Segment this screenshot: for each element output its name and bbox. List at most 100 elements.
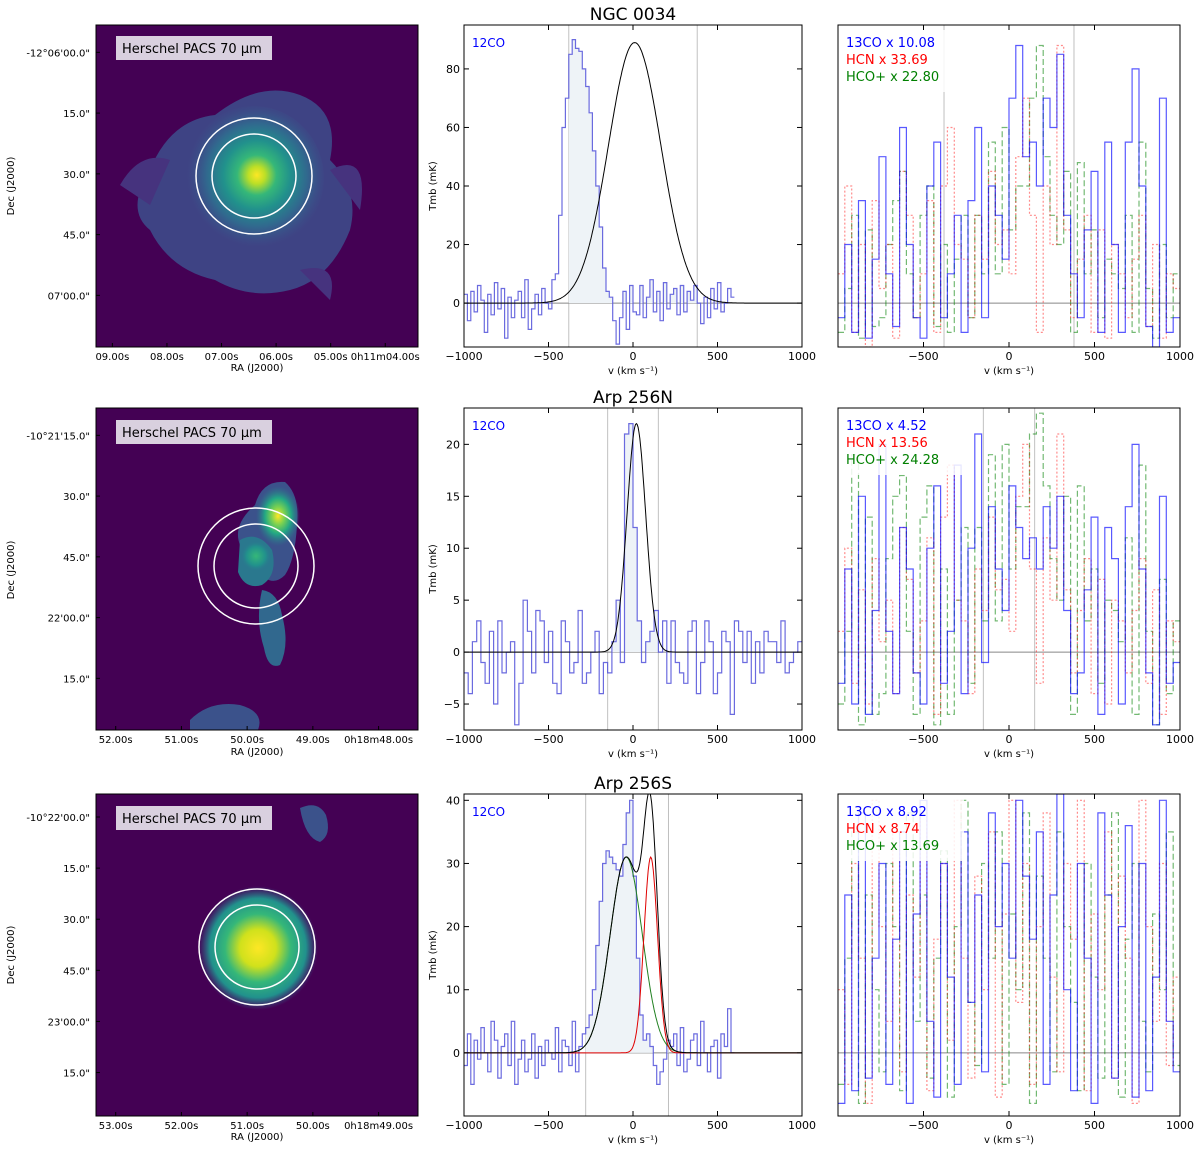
ra-tick-label: 50.00s (230, 735, 264, 746)
legend-entry: HCN x 33.69 (846, 53, 928, 68)
instrument-label-box (116, 806, 272, 830)
row-ngc0034: Herschel PACS 70 μm 09.00s 08.00s 07.00s 06… (6, 5, 1194, 377)
row-arp256s: Herschel PACS 70 μm 53.00s 52.00s 51.00s 50… (6, 774, 1194, 1146)
x-tick-label: −500 (533, 350, 563, 363)
dec-axis-label: Dec (J2000) (6, 926, 17, 985)
spectrum-hcop (838, 799, 1180, 1104)
ra-axis-label: RA (J2000) (231, 1132, 284, 1143)
ra-tick-label: 08.00s (150, 352, 184, 363)
x-tick-label: 500 (707, 733, 728, 746)
ra-tick-label: 05.00s (314, 352, 348, 363)
dec-tick-labels: -10°21'15.0" 30.0" 45.0" 22'00.0" 15.0" (26, 431, 100, 685)
y-tick-label: 20 (446, 239, 460, 252)
plot-area (838, 794, 1180, 1104)
emission-core (184, 106, 324, 250)
x-axis-label: v (km s⁻¹) (608, 749, 658, 760)
beam-circle-outer (195, 117, 313, 235)
y-tick-label: 5 (453, 594, 460, 607)
beam-circle-inner (214, 904, 300, 990)
spectrum-12co (464, 799, 735, 1085)
ra-tick-label: 09.00s (95, 352, 129, 363)
y-tick-label: 10 (446, 984, 460, 997)
x-tick-label: 1000 (1166, 733, 1194, 746)
x-tick-label: −500 (908, 1119, 938, 1132)
instrument-label: Herschel PACS 70 μm (122, 42, 262, 57)
co12-spectrum-panel: −1000 −500 0 500 1000 v (km s⁻¹) 0 10 20 30 40 Tmb … (428, 774, 816, 1146)
ra-axis-label: RA (J2000) (231, 747, 284, 758)
ra-tick-label: 07.00s (205, 352, 239, 363)
other-lines-spectrum-panel: −500 0 500 1000 v (km s⁻¹) 13CO x 8.92 HCN x 8… (837, 793, 1194, 1146)
map-panel-arp256n: Herschel PACS 70 μm 52.00s 51.00s 50.00s 49… (6, 407, 419, 758)
integrated-area (568, 39, 698, 304)
dec-tick-label: -10°21'15.0" (26, 431, 90, 442)
x-tick-label: 500 (1084, 733, 1105, 746)
map-frame (95, 407, 419, 731)
instrument-label: Herschel PACS 70 μm (122, 426, 262, 441)
line-label-12co: 12CO (472, 419, 505, 433)
spectrum-12co (464, 39, 735, 345)
legend-entry: HCO+ x 24.28 (846, 453, 939, 468)
dec-tick-label: 30.0" (63, 915, 90, 926)
beam-circle-inner (211, 133, 297, 219)
spectrum-hcn (838, 799, 1180, 1104)
ra-tick-label: 52.00s (165, 1121, 199, 1132)
ra-tick-labels: 52.00s 51.00s 50.00s 49.00s 0h18m48.00s (99, 726, 413, 746)
spectrum-13co (838, 433, 1180, 726)
dec-tick-label: 15.0" (63, 109, 90, 120)
y-tick-label: 20 (446, 921, 460, 934)
y-tick-label: 40 (446, 180, 460, 193)
x-tick-label: 0 (1006, 1119, 1013, 1132)
x-tick-label: 0 (630, 350, 637, 363)
co12-spectrum-panel: −1000 −500 0 500 1000 v (km s⁻¹) 0 20 40 60 80 Tmb … (428, 5, 816, 377)
x-tick-label: 1000 (788, 350, 816, 363)
x-tick-label: −1000 (445, 1119, 482, 1132)
x-tick-label: 1000 (788, 733, 816, 746)
ra-tick-label: 0h18m49.00s (344, 1121, 413, 1132)
legend-entry: 13CO x 4.52 (846, 419, 927, 434)
panel-title: Arp 256N (593, 388, 673, 408)
plot-area (464, 794, 802, 1116)
spectrum-hcop (838, 412, 1180, 726)
dec-tick-label: 15.0" (63, 1069, 90, 1080)
plot-area (464, 25, 802, 347)
x-tick-label: 1000 (788, 1119, 816, 1132)
legend-entry: HCN x 8.74 (846, 822, 919, 837)
spectrum-13co (838, 794, 1180, 1104)
x-tick-label: −500 (908, 350, 938, 363)
x-tick-label: 1000 (1166, 350, 1194, 363)
dec-tick-label: 22'00.0" (48, 614, 90, 625)
dec-tick-label: 30.0" (63, 170, 90, 181)
emission-peak (256, 486, 300, 546)
spectrum-hcop (838, 44, 1180, 339)
plot-area (838, 25, 1180, 347)
ra-tick-label: 52.00s (99, 735, 133, 746)
x-tick-label: 500 (1084, 1119, 1105, 1132)
co12-spectrum-panel: −1000 −500 0 500 1000 v (km s⁻¹) −5 0 5 10 15 20 Tmb… (428, 388, 816, 760)
instrument-label-box (116, 36, 272, 60)
y-tick-label: 10 (446, 542, 460, 555)
x-tick-label: −1000 (445, 733, 482, 746)
legend-entry: 13CO x 10.08 (846, 36, 935, 51)
y-axis-label: Tmb (mK) (428, 544, 439, 595)
other-lines-spectrum-panel: −500 0 500 1000 v (km s⁻¹) 13CO x 10.08 HCN x … (837, 24, 1194, 377)
ra-tick-label: 53.00s (99, 1121, 133, 1132)
y-tick-label: 20 (446, 438, 460, 451)
y-tick-label: 40 (446, 794, 460, 807)
integrated-area (585, 800, 669, 1053)
y-tick-label: 0 (453, 646, 460, 659)
x-tick-label: −1000 (445, 350, 482, 363)
legend-box (842, 30, 964, 92)
ra-tick-label: 51.00s (165, 735, 199, 746)
panel-title: Arp 256S (594, 774, 672, 794)
x-tick-label: 500 (707, 350, 728, 363)
instrument-label: Herschel PACS 70 μm (122, 812, 262, 827)
ra-tick-label: 49.00s (296, 735, 330, 746)
dec-tick-label: 07'00.0" (48, 291, 90, 302)
dec-tick-label: 30.0" (63, 492, 90, 503)
dec-axis-label: Dec (J2000) (6, 157, 17, 216)
dec-tick-label: -12°06'00.0" (26, 48, 90, 59)
row-arp256n: Herschel PACS 70 μm 52.00s 51.00s 50.00s 49… (6, 388, 1194, 760)
x-axis-label: v (km s⁻¹) (984, 1135, 1034, 1146)
gaussian-fit-total (464, 42, 802, 304)
dec-tick-labels: -10°22'00.0" 15.0" 30.0" 45.0" 23'00.0" 15.0" (26, 813, 100, 1080)
